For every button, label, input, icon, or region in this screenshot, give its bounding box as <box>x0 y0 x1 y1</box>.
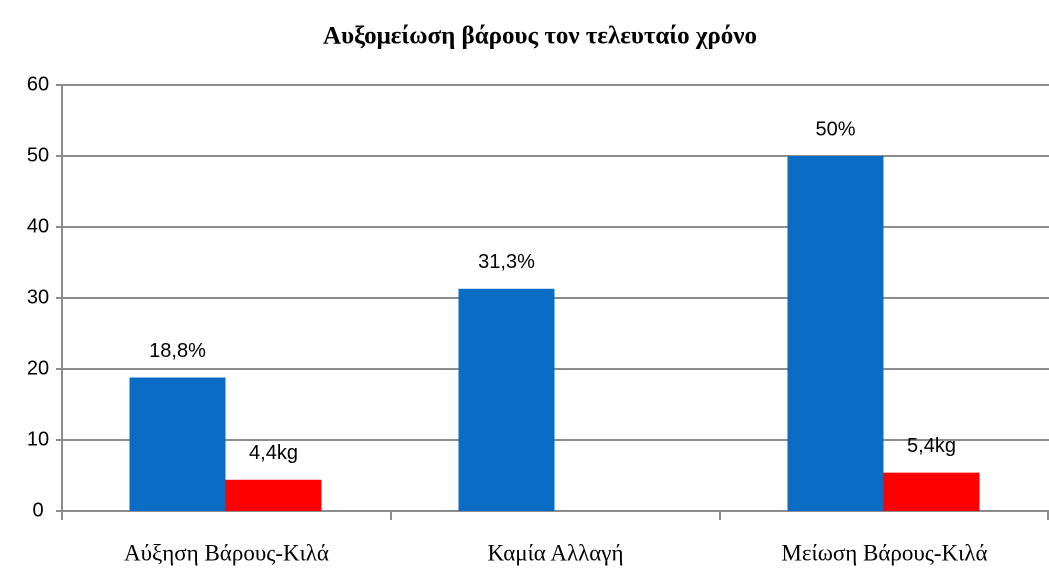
y-tick-label: 0 <box>32 499 43 521</box>
bar <box>458 288 555 511</box>
x-tick-label: Αύξηση Βάρους-Κιλά <box>124 540 329 565</box>
value-label: 50% <box>815 118 855 140</box>
y-tick-label: 10 <box>27 428 49 450</box>
value-label: 4,4kg <box>249 442 298 464</box>
value-label: 18,8% <box>149 340 206 362</box>
x-tick-label: Καμία Αλλαγή <box>487 540 623 565</box>
x-tick-label: Μείωση Βάρους-Κιλά <box>781 540 987 565</box>
value-label: 31,3% <box>478 251 535 273</box>
value-label: 5,4kg <box>907 435 956 457</box>
y-tick-label: 20 <box>27 357 49 379</box>
y-tick-label: 60 <box>27 73 49 95</box>
bar <box>883 472 980 511</box>
chart-title: Αυξομείωση βάρους τον τελευταίο χρόνο <box>323 23 757 50</box>
y-tick-label: 30 <box>27 286 49 308</box>
y-tick-label: 50 <box>27 144 49 166</box>
bar <box>787 156 884 511</box>
y-tick-label: 40 <box>27 215 49 237</box>
bar <box>225 479 322 511</box>
bar <box>129 377 226 511</box>
